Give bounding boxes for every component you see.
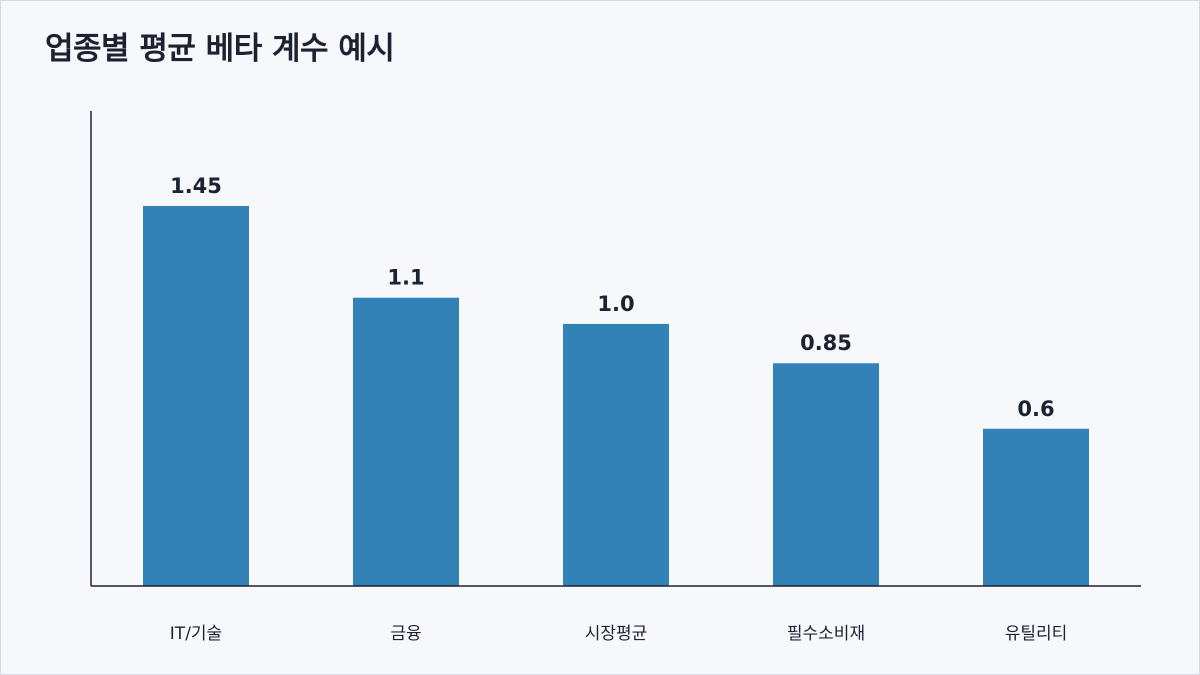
bar-1: [143, 205, 249, 586]
category-label-1: IT/기술: [170, 624, 222, 644]
bar-value-label-2: 1.1: [387, 266, 424, 290]
category-label-4: 필수소비재: [787, 624, 865, 644]
bar-value-label-1: 1.45: [170, 174, 222, 198]
bar-value-label-5: 0.6: [1017, 397, 1054, 421]
category-label-5: 유틸리티: [1005, 624, 1068, 644]
bar-value-label-4: 0.85: [800, 331, 852, 355]
category-labels-layer: IT/기술 금융 시장평균 필수소비재 유틸리티: [170, 624, 1067, 644]
bar-value-label-3: 1.0: [597, 292, 634, 316]
bar-2: [353, 297, 459, 586]
bars-layer: [143, 205, 1089, 586]
value-labels-layer: 1.45 1.1 1.0 0.85 0.6: [170, 174, 1055, 421]
bar-5: [983, 428, 1089, 586]
chart-title: 업종별 평균 베타 계수 예시: [45, 31, 395, 67]
category-label-3: 시장평균: [585, 624, 648, 644]
bar-3: [563, 323, 669, 586]
category-label-2: 금융: [390, 624, 421, 644]
bar-4: [773, 363, 879, 586]
